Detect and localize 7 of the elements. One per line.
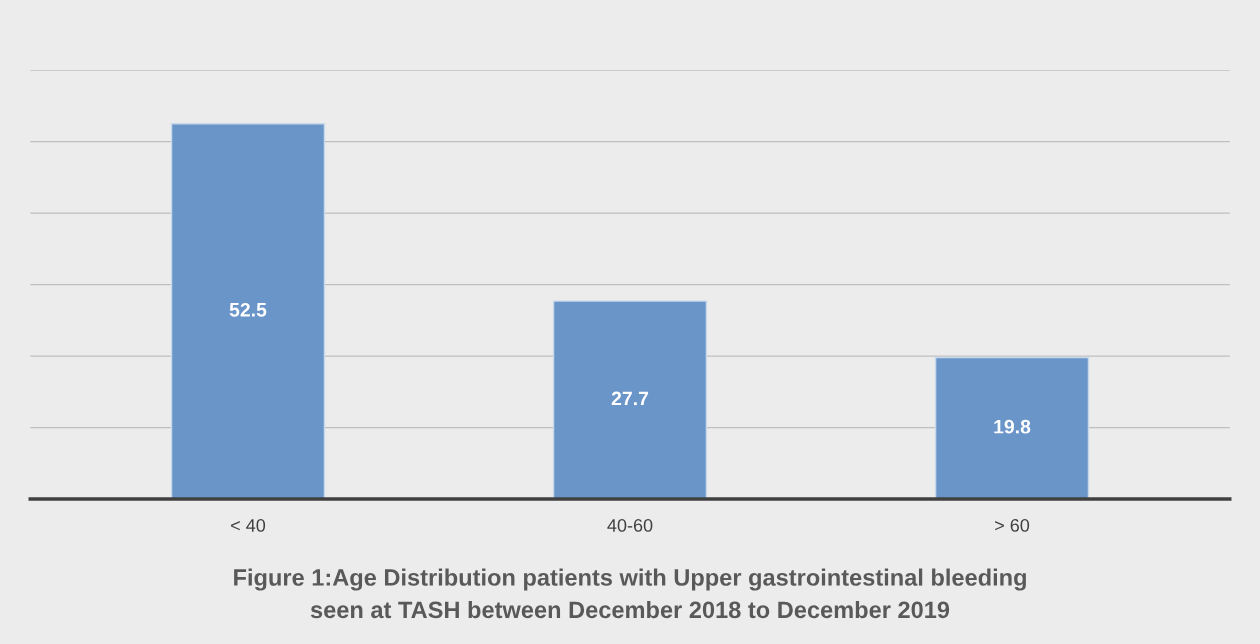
x-tick-label: > 60 xyxy=(995,519,1030,532)
x-tick-label: 40-60 xyxy=(607,519,653,532)
data-label: 19.8 xyxy=(994,419,1031,434)
data-label: 52.5 xyxy=(229,302,267,317)
x-tick-label: < 40 xyxy=(231,519,266,532)
text: Figure 1:Age Distribution patients with Upper gastrointestinal bleeding seen at TASH between December 2018 to December 2019 xyxy=(234,568,1026,619)
data-label: 27.7 xyxy=(611,391,649,406)
